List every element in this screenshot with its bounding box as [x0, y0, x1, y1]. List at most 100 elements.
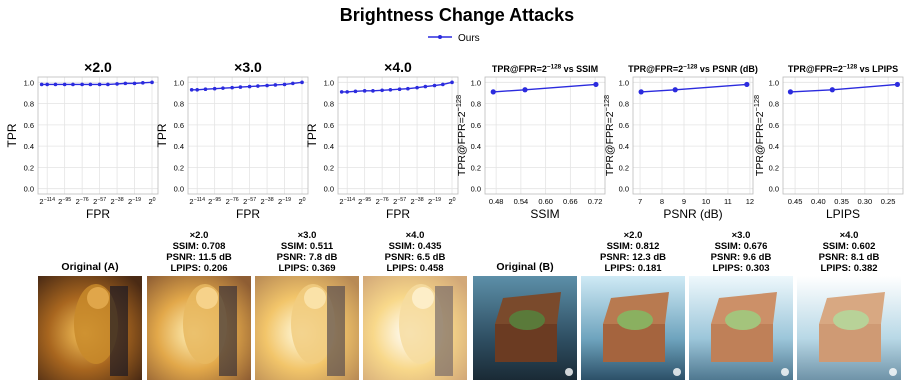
- image-figure: [87, 287, 109, 309]
- image-metric: LPIPS: 0.382: [820, 263, 877, 274]
- legend-label: Ours: [458, 33, 480, 44]
- data-point: [380, 88, 384, 93]
- y-tick-label: 0.4: [24, 142, 34, 151]
- data-point: [97, 82, 102, 87]
- image-metric: LPIPS: 0.206: [170, 263, 227, 274]
- text-part: 2: [243, 197, 247, 206]
- y-tick-label: 0.2: [769, 163, 779, 172]
- x-axis-label: FPR: [86, 207, 110, 221]
- superscript: −114: [344, 197, 356, 203]
- x-tick-label: 20: [298, 197, 305, 206]
- plot-frame: [37, 76, 159, 195]
- y-tick-label: 0.2: [471, 163, 481, 172]
- data-point: [397, 87, 402, 92]
- image-metric: PSNR: 8.1 dB: [819, 252, 880, 263]
- superscript: −128: [752, 95, 761, 112]
- x-axis-label: LPIPS: [826, 207, 860, 221]
- superscript: −76: [80, 197, 89, 203]
- text-part: TPR@FPR=2: [628, 64, 683, 74]
- series-line: [493, 83, 596, 93]
- data-point: [265, 83, 269, 88]
- data-point: [282, 82, 287, 87]
- data-point: [406, 86, 410, 91]
- data-point: [423, 84, 428, 89]
- image-metric: PSNR: 6.5 dB: [385, 252, 446, 263]
- x-tick-label: 0.30: [858, 197, 873, 206]
- superscript: −76: [230, 197, 239, 203]
- x-tick-label: 0.60: [538, 197, 553, 206]
- y-tick-label: 0.0: [174, 185, 184, 194]
- y-tick-label: 0.0: [324, 185, 334, 194]
- superscript: −114: [44, 197, 56, 203]
- text-part: vs LPIPS: [857, 64, 898, 74]
- text-part: 2: [339, 197, 343, 206]
- x-tick-label: 0.45: [788, 197, 803, 206]
- y-tick-label: 1.0: [471, 78, 481, 87]
- x-tick-label: 0.54: [514, 197, 529, 206]
- image-label: ×2.0: [624, 230, 643, 241]
- x-tick-label: 11: [724, 197, 732, 206]
- superscript: −76: [380, 197, 389, 203]
- x-axis-label: PSNR (dB): [663, 207, 722, 221]
- data-point: [230, 85, 234, 90]
- text-part: 2: [58, 197, 62, 206]
- data-point: [441, 82, 445, 87]
- data-point: [388, 87, 393, 92]
- superscript: −128: [547, 63, 562, 70]
- figure-title: Brightness Change Attacks: [340, 5, 574, 25]
- y-tick-label: 0.6: [769, 121, 779, 130]
- text-part: TPR@FPR=2: [492, 64, 547, 74]
- image-label: ×4.0: [406, 230, 425, 241]
- data-point: [273, 83, 278, 87]
- x-tick-label: 2−57: [393, 197, 406, 206]
- y-tick-label: 0.0: [769, 185, 779, 194]
- y-tick-label: 1.0: [619, 78, 629, 87]
- x-tick-label: 2−76: [226, 197, 239, 206]
- image-metric: LPIPS: 0.369: [278, 263, 335, 274]
- image-figure: [435, 286, 453, 376]
- data-point: [71, 82, 75, 87]
- data-point: [195, 87, 199, 92]
- superscript: −95: [62, 197, 71, 203]
- data-point: [39, 82, 44, 87]
- x-tick-label: 2−19: [428, 197, 441, 206]
- x-tick-label: 9: [682, 197, 686, 206]
- image-figure: [781, 368, 789, 376]
- plot-frame: [782, 76, 904, 195]
- data-point: [432, 83, 437, 88]
- chart-title: TPR@FPR=2−128 vs PSNR (dB): [628, 63, 758, 74]
- x-tick-label: 2−38: [261, 197, 274, 206]
- superscript: 0: [303, 197, 306, 203]
- plot-frame: [187, 76, 309, 195]
- text-part: 2: [428, 197, 432, 206]
- y-tick-label: 0.4: [619, 142, 629, 151]
- image-figure: [565, 368, 573, 376]
- image-figure: [219, 286, 237, 376]
- data-point: [450, 80, 454, 85]
- x-tick-label: 0.35: [834, 197, 849, 206]
- image-label: ×3.0: [732, 230, 751, 241]
- text-part: 2: [208, 197, 212, 206]
- image-figure: [304, 287, 326, 309]
- data-point: [345, 90, 349, 94]
- superscript: −95: [212, 197, 221, 203]
- image-metric: PSNR: 12.3 dB: [600, 252, 666, 263]
- x-tick-label: 7: [638, 197, 642, 206]
- x-tick-label: 2−95: [358, 197, 371, 206]
- image-figure: [725, 310, 761, 330]
- x-tick-label: 12: [746, 197, 754, 206]
- image-figure: [603, 324, 665, 362]
- data-point: [45, 82, 49, 87]
- data-point: [189, 87, 194, 92]
- data-point: [787, 89, 794, 95]
- superscript: −57: [247, 197, 256, 203]
- text-part: vs SSIM: [561, 64, 598, 74]
- image-figure: [617, 310, 653, 330]
- data-point: [490, 89, 496, 95]
- superscript: −114: [194, 197, 206, 203]
- y-tick-label: 0.8: [769, 100, 779, 109]
- x-tick-label: 2−114: [39, 197, 55, 206]
- x-axis-label: SSIM: [530, 207, 559, 221]
- data-point: [115, 82, 119, 86]
